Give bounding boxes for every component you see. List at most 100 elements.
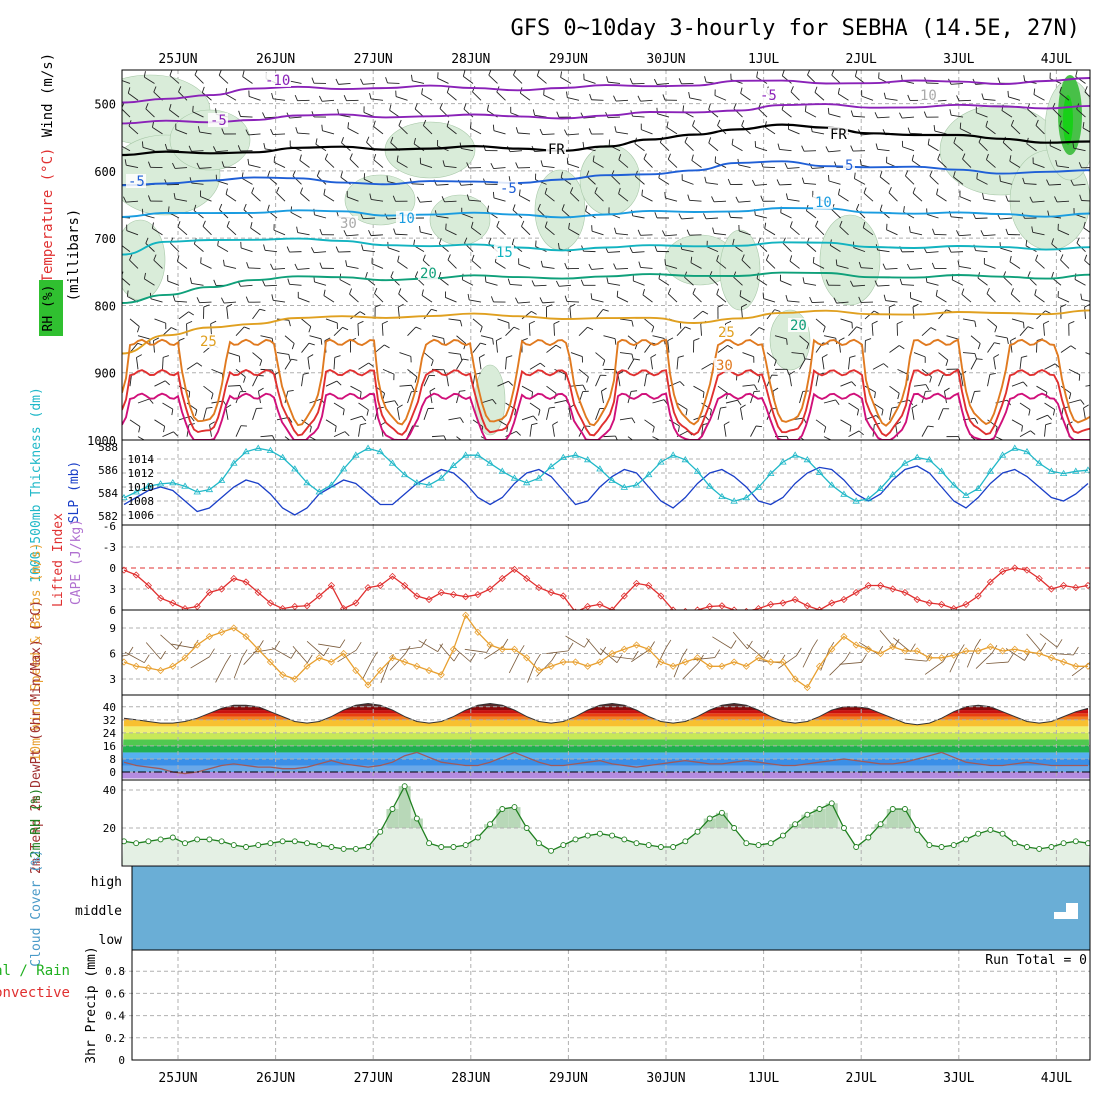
wind-barb <box>645 420 655 433</box>
rh-point <box>317 843 322 848</box>
wind-barb <box>644 154 653 168</box>
wind-barb <box>489 70 498 84</box>
wind-barb <box>718 345 733 352</box>
wind-barb <box>533 109 546 117</box>
wind-barb <box>589 264 604 269</box>
wind-barb <box>780 275 791 286</box>
wind-barb <box>310 437 321 449</box>
wind-barb <box>862 90 873 100</box>
wind-barb <box>783 238 791 252</box>
wind-barb <box>994 355 999 370</box>
date-label-bottom: 26JUN <box>256 1071 295 1086</box>
wind-barb <box>584 74 596 84</box>
wind-barb <box>448 254 456 268</box>
wind-barb <box>778 144 792 151</box>
wind-barb <box>802 146 816 152</box>
wind-barb <box>949 247 963 252</box>
wind-barb <box>761 196 775 202</box>
wind-barb <box>417 197 432 202</box>
wind-barb <box>653 437 664 448</box>
wind-barb <box>1012 382 1027 386</box>
wind-barb <box>519 258 530 268</box>
wind-barb <box>855 71 865 84</box>
wind-barb <box>473 343 486 353</box>
wind-barb <box>851 146 865 152</box>
wind-barb <box>962 289 971 302</box>
wind-barb <box>252 187 261 201</box>
wind-barb <box>195 69 203 83</box>
wind-barb <box>958 261 971 269</box>
wind-barb <box>590 94 604 100</box>
wind-barb <box>438 72 449 83</box>
wind-barb <box>334 327 348 335</box>
rh-point <box>573 837 578 842</box>
rh-point <box>536 841 541 846</box>
wind-barb <box>932 263 946 269</box>
wind-barb <box>221 298 236 303</box>
wind-barb <box>1010 256 1020 268</box>
wind-barb <box>287 247 301 253</box>
wind-barb <box>1094 426 1100 436</box>
wind-barb <box>939 310 952 319</box>
wind-barb <box>320 229 334 235</box>
wind-barb <box>420 226 432 235</box>
wind-barb-feather <box>503 639 508 647</box>
wind-barb <box>316 138 326 150</box>
date-label-bottom: 30JUN <box>646 1071 685 1086</box>
rh-point <box>158 837 163 842</box>
temp-band <box>122 739 1090 746</box>
rh-shading <box>820 215 880 305</box>
wind-barb <box>971 359 983 370</box>
wind-barb <box>565 263 579 269</box>
rh-point <box>585 833 590 838</box>
wind-barb <box>805 106 816 118</box>
wind-barb-10m <box>272 648 291 659</box>
wind-barb <box>718 305 724 319</box>
date-label-top: 1JUL <box>748 52 779 67</box>
wind-barb <box>310 336 322 345</box>
wind-barb <box>832 70 841 84</box>
wind-barb <box>1058 291 1069 302</box>
wind-barb <box>496 338 501 353</box>
wind-barb <box>828 108 840 117</box>
slp-thickness-panel <box>121 440 1091 525</box>
rh-point <box>683 839 688 844</box>
wind-barb <box>912 155 922 168</box>
wind-barb <box>398 256 408 269</box>
wind-barb <box>978 272 988 285</box>
wind-barb-10m <box>318 644 340 647</box>
wind10m-panel <box>106 610 1094 695</box>
wind-barb <box>1077 238 1086 252</box>
cloud-level-label: high <box>91 875 122 890</box>
wind-barb <box>197 297 211 302</box>
wind-barb <box>1069 321 1075 335</box>
wind-barb <box>766 255 775 269</box>
wind-barb <box>913 188 922 202</box>
rh-point <box>744 841 749 846</box>
rh-peak-fill <box>508 807 520 828</box>
wind-barb <box>177 256 187 269</box>
slp-tick: 1006 <box>128 509 155 522</box>
wind-barb <box>291 206 302 218</box>
wind-barb <box>130 319 139 332</box>
wind-barb <box>641 124 652 134</box>
wind-barb-feather <box>862 654 867 662</box>
wind-barb <box>571 353 583 363</box>
wind-barb <box>155 420 165 432</box>
wind-barb <box>253 353 262 366</box>
wind-barb <box>679 214 694 219</box>
wind-barb <box>685 137 694 151</box>
contour-label: 20 <box>790 318 807 334</box>
rh-point <box>610 833 615 838</box>
wind-barb <box>677 327 691 336</box>
wind-barb <box>498 319 510 329</box>
ylabel-temperature: Temperature (°C) <box>40 148 56 283</box>
wind-barb <box>890 346 905 353</box>
wind-barb <box>411 75 424 84</box>
temp-tick: 16 <box>103 740 116 753</box>
precip-tick: 0 <box>118 1054 125 1067</box>
wind-barb <box>320 263 334 269</box>
wind-barb <box>277 353 290 361</box>
wind-barb-feather <box>764 650 769 658</box>
wind-barb <box>540 297 555 302</box>
